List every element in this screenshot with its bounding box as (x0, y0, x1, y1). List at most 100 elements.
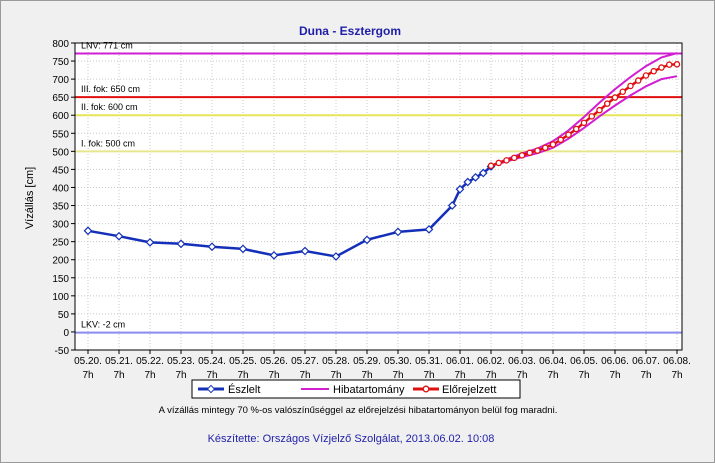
x-tick-time: 7h (392, 370, 403, 381)
x-tick-date: 06.03. (508, 356, 536, 367)
y-tick-label: -50 (55, 346, 70, 357)
forecast-point (510, 154, 518, 162)
x-tick-time: 7h (299, 370, 310, 381)
uncertainty-note: A vízállás mintegy 70 %-os valószínűségg… (159, 405, 558, 416)
x-tick-time: 7h (144, 370, 155, 381)
x-tick-time: 7h (547, 370, 558, 381)
x-tick-time: 7h (454, 370, 465, 381)
x-tick-time: 7h (113, 370, 124, 381)
y-tick-label: 650 (52, 93, 69, 104)
x-tick-time: 7h (237, 370, 248, 381)
forecast-point (557, 136, 565, 144)
x-tick-time: 7h (578, 370, 589, 381)
x-tick-time: 7h (268, 370, 279, 381)
plot-background (75, 43, 682, 350)
x-axis: 05.20. 7h 05.21. 7h 05.22. 7h 05.23. 7h 05.24. 7h… (74, 350, 691, 381)
reference-line-label: LKV: -2 cm (81, 320, 125, 330)
observed-point (207, 242, 217, 252)
series-layer (83, 52, 681, 261)
y-tick-label: 0 (63, 328, 69, 339)
y-tick-label: 750 (52, 57, 69, 68)
forecast-point (518, 152, 526, 159)
forecast-point (596, 106, 603, 114)
legend-box (191, 379, 521, 399)
x-tick-date: 05.21. (105, 356, 133, 367)
y-tick-label: 700 (52, 75, 69, 86)
y-tick-label: 100 (52, 292, 69, 303)
observed-point (269, 250, 279, 260)
forecast-point (658, 64, 665, 71)
forecast-point (650, 67, 658, 75)
x-tick-time: 7h (485, 370, 496, 381)
observed-point (393, 227, 403, 237)
forecast-point (666, 61, 673, 68)
x-tick-date: 05.27. (291, 356, 319, 367)
x-tick-date: 06.05. (570, 356, 598, 367)
plot-border (74, 42, 683, 351)
x-tick-date: 05.24. (198, 356, 226, 367)
x-tick-time: 7h (330, 370, 341, 381)
observed-point (176, 239, 186, 249)
y-tick-label: 50 (58, 310, 70, 321)
forecast-point (627, 82, 634, 90)
observed-point (145, 237, 155, 247)
x-tick-time: 7h (82, 370, 93, 381)
y-axis-label: Vízállás [cm] (24, 167, 36, 229)
x-tick-date: 06.02. (477, 356, 505, 367)
x-tick-time: 7h (423, 370, 434, 381)
x-tick-date: 05.31. (415, 356, 443, 367)
forecast-point (588, 113, 596, 120)
legend: Észlelt Hibatartomány Előrejelzett (191, 379, 521, 399)
y-tick-label: 150 (52, 274, 69, 285)
forecast-point (604, 100, 611, 107)
y-tick-label: 500 (52, 147, 69, 158)
x-tick-date: 05.29. (353, 356, 381, 367)
observed-point (83, 226, 93, 236)
forecast-point (526, 149, 534, 157)
x-tick-date: 05.20. (74, 356, 102, 367)
x-tick-time: 7h (361, 370, 372, 381)
observed-point (455, 184, 465, 194)
chart-title: Duna - Esztergom (299, 24, 401, 38)
forecast-point (495, 159, 502, 167)
forecast-point (534, 147, 541, 154)
forecast-point (673, 61, 681, 68)
x-tick-date: 06.06. (601, 356, 629, 367)
observed-point (424, 224, 434, 234)
gridlines (75, 42, 682, 351)
forecast-point (635, 77, 642, 84)
x-tick-date: 06.04. (539, 356, 567, 367)
legend-marker-observed (206, 384, 216, 394)
reference-line-label: LNV: 771 cm (81, 40, 133, 50)
y-tick-label: 350 (52, 202, 69, 213)
y-axis: -50 0 50 100 150 200 250 300 350 400 450 500 550 600 6… (52, 39, 75, 357)
footer-credit: Készítette: Országos Vízjelző Szolgálat,… (208, 433, 495, 445)
forecast-point (611, 94, 619, 101)
y-tick-label: 550 (52, 129, 69, 140)
x-tick-time: 7h (640, 370, 651, 381)
x-tick-date: 06.07. (632, 356, 660, 367)
x-tick-time: 7h (206, 370, 217, 381)
observed-point (471, 172, 480, 182)
reference-line-label: I. fok: 500 cm (81, 138, 135, 148)
forecast-point (503, 157, 510, 164)
forecast-point (487, 162, 495, 170)
legend-label-observed: Észlelt (228, 383, 260, 396)
x-tick-date: 06.08. (663, 356, 691, 367)
forecast-point (565, 131, 572, 138)
forecast-point (573, 125, 580, 133)
y-tick-label: 450 (52, 165, 69, 176)
forecast-point (580, 119, 588, 127)
reference-lines: LNV: 771 cm III. fok: 650 cm II. fok: 600 … (75, 40, 682, 334)
x-tick-time: 7h (516, 370, 527, 381)
y-tick-label: 800 (52, 39, 69, 50)
x-tick-time: 7h (609, 370, 620, 381)
y-tick-label: 250 (52, 238, 69, 249)
x-tick-date: 05.22. (136, 356, 164, 367)
x-tick-date: 05.30. (384, 356, 412, 367)
x-tick-time: 7h (175, 370, 186, 381)
reference-line-label: III. fok: 650 cm (81, 84, 140, 94)
y-tick-label: 200 (52, 256, 69, 267)
